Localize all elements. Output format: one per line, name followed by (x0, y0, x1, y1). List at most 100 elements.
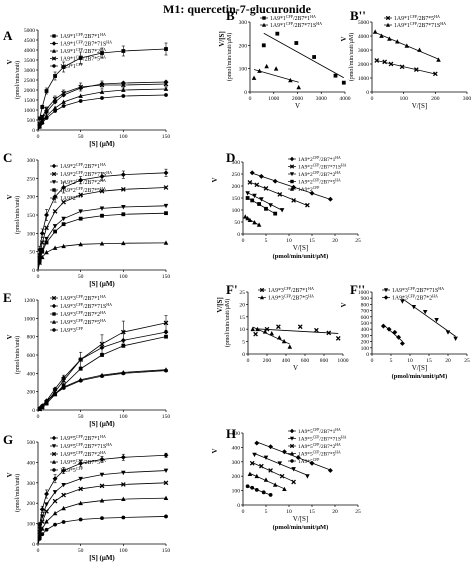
x-tick-label: 50 (78, 274, 84, 280)
series (247, 180, 310, 208)
legend-text-part: CFP (76, 466, 84, 471)
marker-diamond (99, 456, 105, 462)
legend-item: 1A9*5CFP/2B7*2HA (288, 443, 341, 450)
legend-text-part: 1A9*1 (60, 34, 76, 40)
legend: 1A9*5CFP/2B7*1HA1A9*5CFP/2B7*71SHA1A9*5C… (288, 428, 347, 465)
legend-text-part: CFP (284, 286, 292, 291)
marker-diamond (51, 163, 57, 169)
data-point (257, 202, 261, 206)
legend-marker (290, 459, 294, 463)
marker-triangle (264, 63, 269, 69)
data-point (250, 198, 255, 203)
series (37, 168, 169, 271)
data-point (250, 326, 256, 332)
marker-circle (164, 93, 168, 97)
legend-text-part: /2B7*5 (291, 296, 308, 302)
data-point (37, 116, 42, 121)
y-tick-label: 0 (366, 352, 369, 358)
legend-text-part: 1A9*5 (298, 459, 313, 465)
data-point (61, 222, 66, 227)
marker-triangle (272, 482, 278, 487)
legend-marker (289, 172, 295, 177)
data-point (245, 196, 250, 200)
marker-x-stroke (39, 519, 45, 524)
marker-circle (53, 109, 57, 113)
series (249, 170, 333, 202)
y-axis-label: V (211, 177, 219, 182)
legend-text-part: HA (440, 21, 446, 26)
data-point (61, 90, 66, 96)
legend-text-part: /2B7*5 (319, 452, 335, 458)
y-tick-label: 1000 (358, 76, 369, 82)
marker-triangle (99, 89, 105, 94)
y-tick-label: 100 (232, 208, 241, 214)
marker-x-stroke (99, 82, 105, 88)
marker-x-stroke (277, 192, 283, 197)
marker-circle (245, 484, 250, 489)
marker-square (52, 188, 56, 192)
marker-circle (44, 527, 49, 532)
legend-marker (51, 180, 57, 185)
x-axis-label-units: (pmol/min/unit/μM) (392, 373, 448, 380)
legend-text-part: CFP (76, 162, 84, 167)
panel-e: E 0 50 100 150 0 200 400 600 800 1000 1200 [S] (μM) V… (3, 290, 170, 428)
y-tick-label: 400 (232, 445, 241, 451)
marker-x-stroke (78, 486, 84, 492)
data-point (164, 211, 168, 216)
marker-inv-triangle (52, 224, 58, 229)
x-tick-label: 100 (399, 96, 408, 102)
x-tick-label: 15 (309, 509, 315, 515)
marker-x-stroke (305, 202, 310, 208)
series (37, 211, 168, 271)
marker-diamond (272, 178, 278, 184)
legend: 1A9*2CFP/2B7*1HA1A9*2CFP/2B7*71SHA1A9*2C… (50, 162, 112, 203)
x-tick-label: 50 (78, 414, 84, 420)
legend-item: 1A9*2CFP/2B7*71SHA (288, 164, 347, 171)
marker-inv-triangle (259, 197, 264, 202)
legend-text-part: HA (100, 54, 106, 59)
series (374, 58, 438, 77)
marker-x-stroke (163, 480, 169, 486)
data-point (417, 47, 422, 52)
legend-label: 1A9*2CFP (60, 194, 84, 203)
marker-triangle (44, 249, 49, 255)
marker-circle (52, 468, 56, 472)
data-point (120, 337, 126, 343)
data-point (78, 241, 83, 247)
marker-square (121, 343, 126, 348)
y-tick-label: 400 (27, 460, 36, 466)
data-point (245, 484, 250, 489)
data-point (277, 461, 283, 466)
series-fit-line (252, 172, 331, 200)
legend-text-part: /2B7*2 (83, 312, 100, 318)
y-tick-label: 2000 (24, 88, 35, 94)
marker-triangle (78, 241, 83, 247)
legend-text-part: HA (106, 442, 112, 447)
marker-x-stroke (268, 468, 273, 473)
marker-diamond (396, 334, 402, 340)
marker-square (250, 198, 255, 203)
legend-text-part: /2B7*71S (417, 23, 440, 29)
y-tick-label: 4000 (358, 34, 369, 40)
marker-inv-triangle (263, 455, 269, 460)
legend-marker (52, 188, 56, 192)
x-tick-label: 0 (247, 358, 250, 364)
x-tick-label: 50 (78, 548, 84, 554)
data-point (252, 193, 257, 199)
y-axis-label: V (340, 36, 348, 41)
data-point (121, 371, 126, 376)
legend-text-part: CFP (76, 62, 84, 67)
legend-marker (259, 287, 265, 293)
marker-diamond (163, 170, 169, 176)
legend-text-part: /2B7*1 (83, 436, 100, 442)
legend-item: 1A9*1CFP (50, 62, 84, 70)
series (372, 29, 441, 62)
legend-marker (52, 328, 56, 332)
legend-marker (51, 48, 57, 53)
legend-label: 1A9*5CFP (60, 466, 84, 475)
legend-text-part: 1A9*2 (298, 165, 313, 171)
series (37, 80, 169, 131)
legend-text-part: CFP (313, 186, 320, 190)
legend-text-part: 1A9*2 (60, 196, 76, 202)
